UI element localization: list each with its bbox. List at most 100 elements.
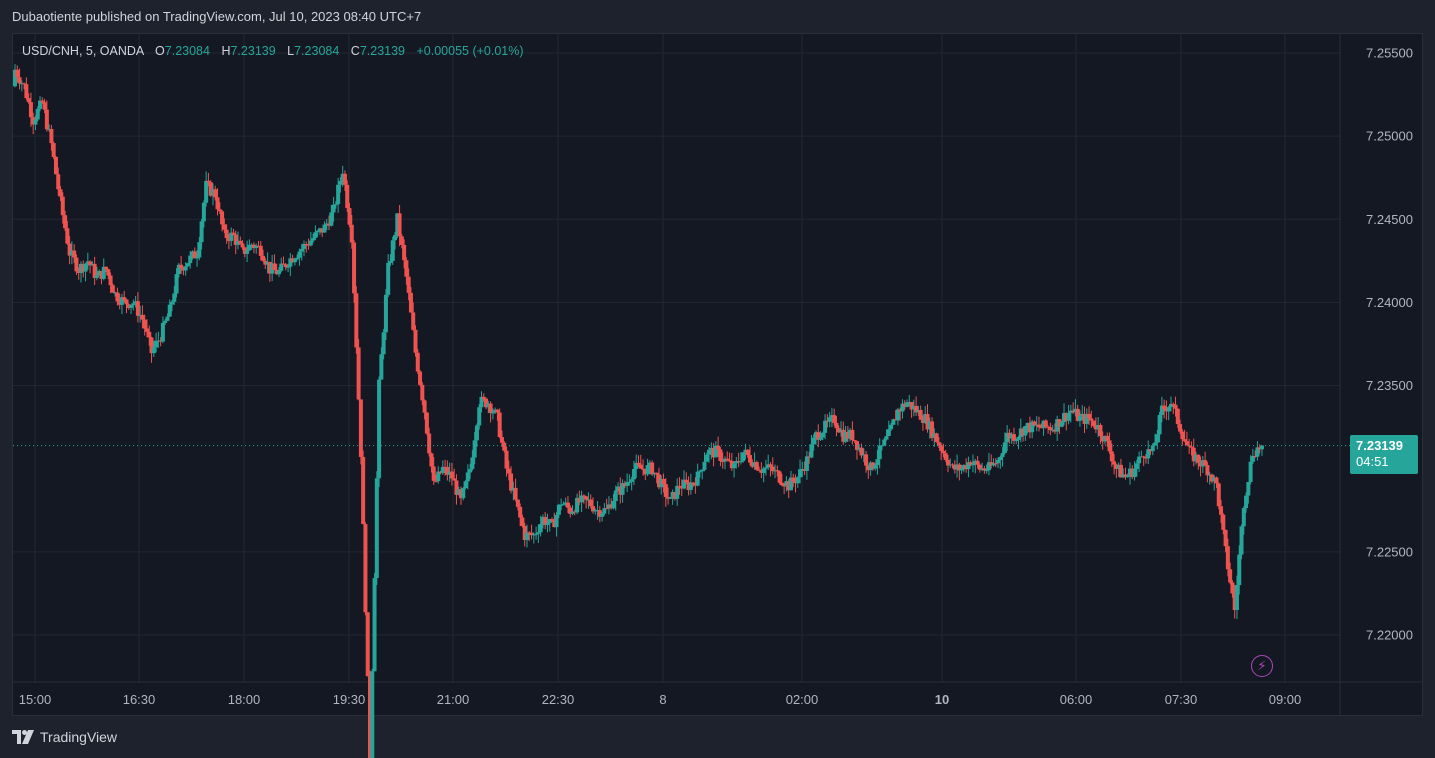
candle-body [422,400,427,413]
candle-body [236,240,241,245]
candle-body [393,235,398,241]
candle-body [941,450,946,454]
candle-body [1246,481,1251,496]
candle-body [295,257,300,260]
candle-body [372,578,377,672]
candle-body [265,261,270,265]
candle-body [245,250,250,254]
candle-body [306,244,311,246]
candle-body [625,482,630,486]
candle-body [606,504,611,509]
candle-body [668,497,673,499]
candle-body [449,471,454,479]
candle-body [666,496,671,499]
candle-body [588,499,593,507]
candle-body [616,486,621,491]
legend-high-label: H [221,44,231,58]
candle-body [572,511,577,513]
candle-body [1207,474,1212,476]
candle-body [1155,434,1160,443]
candle-body [1146,449,1151,459]
candle-body [381,332,386,355]
lightning-icon[interactable]: ⚡ [1251,655,1273,677]
candle-body [395,213,400,236]
candle-body [834,422,839,429]
candle-body [618,486,623,495]
candle-body [545,523,550,526]
candle-body [996,460,1001,464]
candle-body [536,532,541,534]
candle-body [1219,506,1224,515]
candle-body [56,174,61,190]
candle-body [813,432,818,438]
candle-body [456,489,461,495]
candle-body [165,316,170,321]
candle-body [859,447,864,456]
candle-body [825,420,830,422]
candle-body [1137,456,1142,464]
candle-body [31,117,36,125]
candle-body [299,248,304,252]
candle-body [1009,434,1014,439]
candle-body [85,261,90,264]
bar-countdown: 04:51 [1356,454,1389,469]
candle-body [233,234,238,245]
candle-body [415,352,420,372]
candle-body [563,502,568,505]
candle-body [841,429,846,442]
candle-body [561,504,566,506]
candle-body [905,402,910,407]
candle-body [94,275,99,278]
candle-body [76,271,81,273]
chart-pane[interactable] [12,33,1423,716]
candle-body [634,462,639,470]
y-tick-label: 7.25500 [1366,46,1413,61]
candle-body [185,263,190,267]
candle-body [1123,474,1128,478]
candle-body [408,292,413,313]
candle-body [779,482,784,486]
legend-change: +0.00055 (+0.01%) [416,44,524,58]
tradingview-mark-icon [12,730,34,744]
candle-body [1125,475,1130,478]
candle-body [609,504,614,509]
candle-body [511,487,516,491]
candle-body [811,437,816,445]
candle-body [197,242,202,258]
candle-body [220,211,225,225]
candle-body [251,244,256,249]
candle-body [272,263,277,270]
candle-body [69,250,74,256]
candle-body [991,463,996,466]
candle-body [499,437,504,443]
tradingview-logo[interactable]: TradingView [12,729,117,745]
legend-close-value: 7.23139 [359,44,405,58]
candle-body [579,495,584,503]
candle-body [927,421,932,430]
candle-body [1041,420,1046,428]
candle-body [463,481,468,489]
candle-body [686,482,691,491]
candle-body [1148,449,1153,452]
candle-body [850,429,855,441]
candle-body [324,223,329,225]
candle-body [156,340,161,342]
legend-open-value: 7.23084 [164,44,210,58]
candle-body [638,464,643,469]
x-tick-label: 21:00 [437,692,470,707]
candle-body [704,454,709,462]
candle-body [593,510,598,512]
candle-body [1087,413,1092,419]
candle-body [1002,442,1007,454]
candle-body [199,221,204,243]
candle-body [58,189,63,197]
candle-body [347,208,352,225]
candle-body [763,467,768,469]
candle-body [909,402,914,410]
candle-body [181,268,186,271]
candle-body [823,420,828,433]
candle-body [206,180,211,183]
candle-body [550,519,555,521]
candle-body [971,463,976,466]
